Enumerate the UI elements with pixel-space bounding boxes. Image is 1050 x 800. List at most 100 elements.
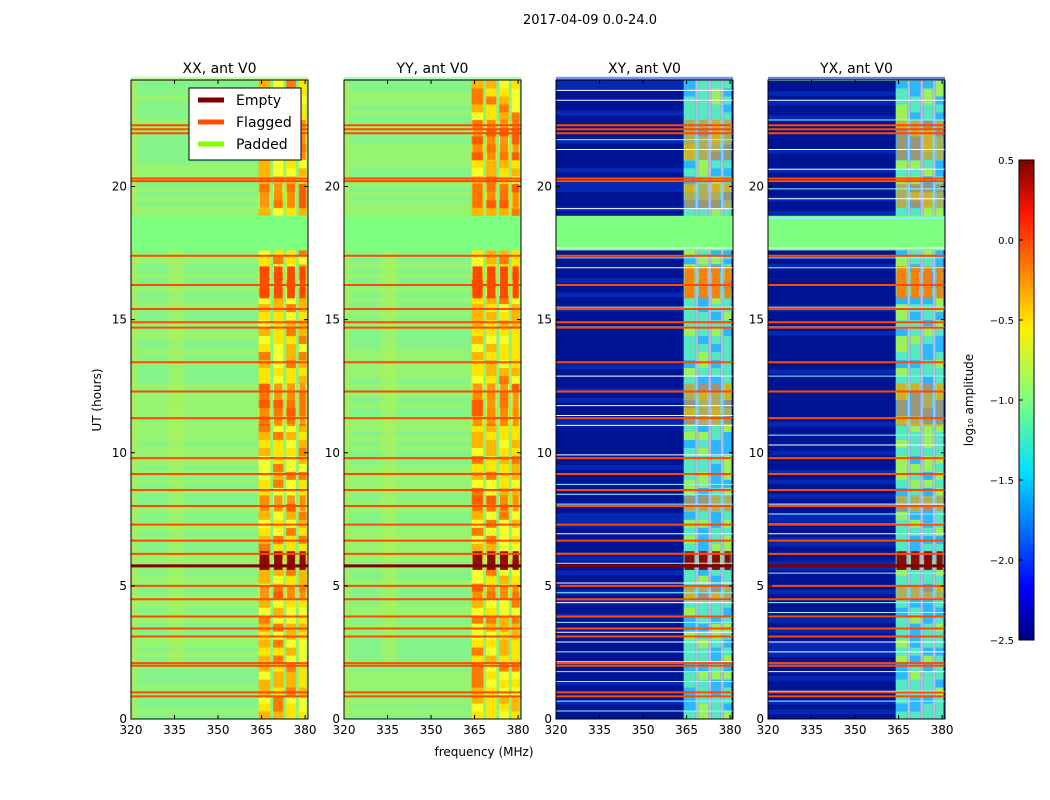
texture-row	[556, 445, 733, 451]
texture-row	[768, 302, 945, 307]
band-cell	[499, 471, 509, 480]
band-cell	[298, 607, 307, 616]
band-cell	[910, 207, 921, 217]
band-cell	[486, 463, 497, 472]
band-cell	[895, 639, 908, 648]
band-cell	[511, 615, 520, 624]
texture-row	[556, 196, 733, 202]
band-cell	[698, 255, 709, 265]
band-cell	[286, 479, 296, 488]
texture-row	[556, 603, 733, 609]
hot-block	[896, 119, 907, 160]
band-cell	[471, 351, 484, 361]
y-tick-label: 15	[749, 313, 764, 327]
band-cell	[895, 679, 908, 688]
band-cell	[286, 471, 296, 480]
texture-row	[556, 345, 733, 350]
hot-block	[924, 119, 932, 160]
band-cell	[935, 103, 944, 113]
x-tick-label: 350	[632, 723, 655, 737]
band-cell	[298, 319, 307, 329]
band-cell	[895, 103, 908, 113]
band-cell	[511, 527, 520, 536]
band-cell	[723, 80, 732, 89]
band-cell	[698, 639, 709, 648]
band-cell	[698, 519, 709, 528]
band-cell	[486, 359, 497, 369]
band-cell	[711, 615, 721, 624]
texture-row	[131, 460, 308, 465]
band-cell	[895, 695, 908, 704]
band-cell	[935, 351, 944, 361]
band-cell	[471, 359, 484, 369]
band-cell	[486, 319, 497, 329]
band-cell	[935, 303, 944, 313]
band-cell	[935, 343, 944, 353]
band-cell	[258, 343, 271, 353]
band-cell	[698, 375, 709, 385]
band-cell	[273, 351, 284, 361]
band-cell	[273, 639, 284, 648]
band-cell	[511, 295, 520, 305]
band-cell	[286, 567, 296, 576]
texture-row	[768, 354, 945, 360]
band-cell	[711, 103, 721, 113]
band-cell	[499, 607, 509, 616]
band-cell	[711, 639, 721, 648]
band-cell	[258, 255, 271, 265]
texture-row	[344, 297, 521, 303]
band-cell	[486, 599, 497, 608]
texture-row	[768, 148, 945, 154]
band-cell	[273, 335, 284, 345]
texture-row	[344, 115, 521, 120]
band-cell	[910, 463, 921, 472]
band-cell	[923, 455, 933, 464]
texture-row	[344, 642, 521, 648]
texture-row	[768, 580, 945, 585]
band-cell	[683, 687, 696, 696]
band-cell	[895, 543, 908, 552]
texture-row	[344, 488, 521, 494]
band-cell	[723, 479, 732, 488]
texture-row	[768, 340, 945, 346]
band-cell	[499, 671, 509, 680]
band-cell	[711, 455, 721, 464]
band-cell	[486, 663, 497, 672]
band-cell	[471, 423, 484, 432]
band-cell	[499, 439, 509, 448]
band-cell	[935, 167, 944, 177]
texture-row	[131, 450, 308, 456]
texture-row	[131, 196, 308, 202]
band-cell	[486, 607, 497, 616]
band-cell	[895, 479, 908, 488]
texture-row	[768, 81, 945, 87]
texture-row	[556, 129, 733, 135]
band-cell	[935, 247, 944, 257]
band-cell	[511, 327, 520, 337]
band-cell	[286, 359, 296, 369]
texture-row	[344, 407, 521, 413]
band-cell	[923, 663, 933, 672]
texture-row	[556, 441, 733, 446]
band-cell	[698, 479, 709, 488]
texture-row	[131, 575, 308, 581]
texture-row	[556, 177, 733, 183]
texture-row	[556, 412, 733, 418]
band-cell	[935, 80, 944, 89]
texture-row	[556, 469, 733, 475]
panel-title: XY, ant V0	[608, 61, 681, 77]
texture-row	[344, 450, 521, 456]
band-cell	[935, 335, 944, 345]
band-cell	[683, 631, 696, 640]
hot-block	[712, 551, 720, 570]
band-cell	[923, 599, 933, 608]
band-cell	[273, 695, 284, 704]
band-cell	[298, 439, 307, 448]
texture-row	[556, 532, 733, 537]
band-cell	[711, 359, 721, 369]
texture-row	[556, 100, 733, 106]
band-cell	[698, 431, 709, 440]
band-cell	[511, 247, 520, 257]
hot-block	[699, 383, 708, 427]
hot-block	[274, 383, 283, 427]
